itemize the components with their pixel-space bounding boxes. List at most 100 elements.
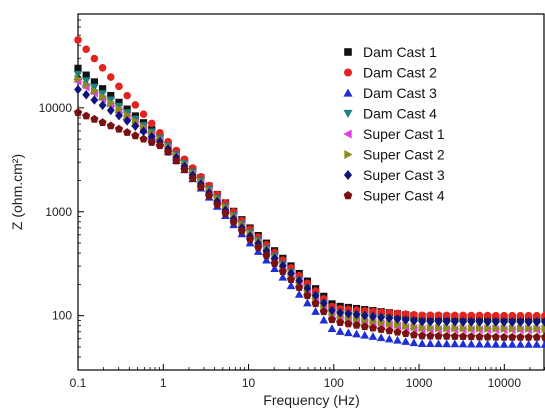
data-point — [426, 331, 435, 340]
data-point — [278, 267, 287, 276]
data-point — [516, 339, 525, 348]
data-point — [147, 131, 156, 142]
data-point — [385, 326, 394, 335]
data-point — [188, 174, 197, 182]
data-point — [442, 339, 452, 348]
data-point — [418, 316, 426, 327]
data-point — [442, 311, 451, 320]
y-tick-label: 100 — [52, 309, 72, 323]
data-point — [98, 85, 107, 93]
data-point — [426, 323, 435, 333]
x-axis: 0.1 1 10 100 1000 10000 — [70, 364, 545, 390]
data-point — [90, 95, 99, 105]
data-point — [147, 119, 156, 128]
data-point — [360, 322, 369, 331]
data-point — [450, 316, 459, 327]
data-point — [540, 332, 545, 341]
data-point — [435, 323, 443, 333]
data-point — [237, 226, 246, 235]
data-point — [410, 316, 418, 326]
data-point — [123, 116, 132, 126]
data-point — [253, 247, 263, 255]
data-point — [377, 325, 386, 333]
data-point — [401, 310, 410, 318]
data-point — [327, 315, 337, 324]
data-point — [475, 339, 484, 348]
data-point — [90, 83, 99, 92]
data-point — [352, 329, 361, 338]
data-point — [483, 332, 492, 341]
y-axis-title: Z (ohm.cm²) — [9, 154, 25, 230]
data-point — [459, 311, 467, 320]
data-point — [106, 96, 116, 105]
legend-marker — [343, 129, 352, 139]
series-dam-cast-2 — [74, 36, 545, 320]
data-point — [393, 335, 402, 344]
data-point — [524, 311, 533, 320]
data-point — [450, 332, 459, 340]
data-point — [245, 235, 255, 243]
legend-marker — [343, 169, 353, 181]
legend-item-super-cast-1: Super Cast 1 — [343, 126, 445, 142]
data-point — [98, 64, 107, 72]
data-point — [409, 338, 419, 347]
data-point — [368, 332, 378, 340]
legend-label: Super Cast 3 — [363, 167, 445, 183]
data-point — [107, 91, 115, 100]
data-point — [295, 283, 304, 292]
data-point — [434, 311, 443, 320]
data-point — [319, 315, 329, 324]
data-point — [475, 311, 484, 320]
data-point — [499, 332, 509, 341]
legend-item-super-cast-3: Super Cast 3 — [343, 167, 445, 183]
data-point — [344, 328, 353, 337]
y-tick-label: 10000 — [39, 101, 73, 115]
data-point — [377, 318, 386, 327]
data-point — [287, 268, 295, 279]
data-point — [541, 311, 545, 320]
data-point — [123, 110, 132, 120]
data-point — [540, 339, 545, 348]
data-point — [327, 324, 337, 333]
data-point — [402, 321, 411, 331]
data-point — [499, 339, 509, 348]
x-tick-label: 10 — [242, 376, 256, 390]
data-point — [434, 316, 443, 327]
plot-area — [77, 13, 545, 371]
legend-item-dam-cast-3: Dam Cast 3 — [343, 85, 437, 101]
plot-frame — [77, 13, 545, 371]
legend-marker — [343, 190, 353, 200]
data-point — [139, 126, 148, 137]
data-point — [123, 91, 131, 100]
data-point — [196, 182, 206, 191]
data-point — [434, 331, 443, 340]
legend-label: Dam Cast 4 — [363, 106, 437, 122]
data-point — [164, 147, 173, 156]
data-point — [98, 90, 107, 98]
legend-label: Super Cast 1 — [363, 126, 445, 142]
data-point — [451, 311, 459, 320]
data-point — [319, 298, 328, 308]
legend-marker — [344, 149, 353, 160]
x-tick-label: 0.1 — [70, 376, 87, 390]
legend: Dam Cast 1 Dam Cast 2 Dam Cast 3 Dam Cast 4… — [343, 44, 445, 204]
data-point — [450, 339, 460, 348]
data-point — [82, 45, 90, 54]
data-point — [303, 283, 312, 293]
y-tick-label: 1000 — [45, 205, 72, 219]
data-point — [376, 333, 386, 342]
data-point — [532, 317, 541, 327]
data-point — [393, 314, 402, 324]
data-point — [131, 101, 140, 109]
data-point — [532, 332, 541, 341]
data-point — [73, 70, 83, 79]
data-point — [344, 319, 353, 328]
data-point — [139, 134, 148, 143]
data-point — [426, 311, 435, 320]
data-point — [311, 299, 320, 308]
legend-label: Super Cast 2 — [363, 147, 445, 163]
data-point — [106, 105, 115, 116]
data-point — [483, 339, 492, 348]
data-point — [458, 339, 468, 348]
